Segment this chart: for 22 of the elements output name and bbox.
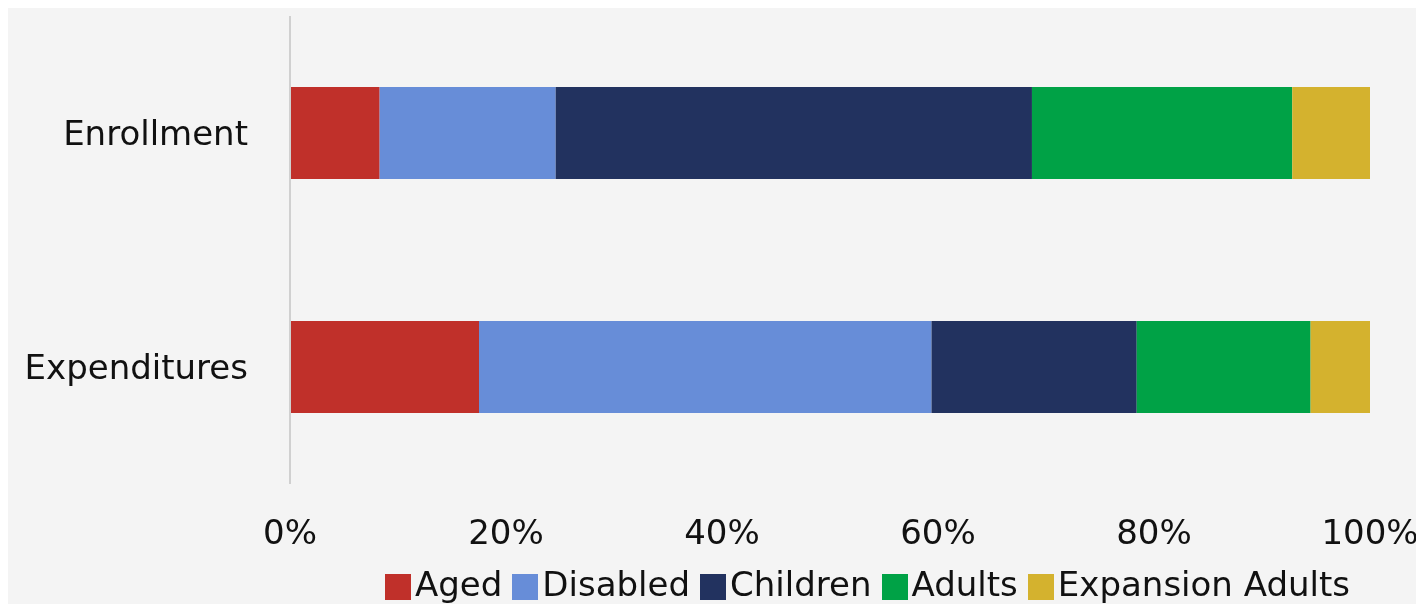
bar [290,87,380,179]
y-tick-label: Expenditures [24,347,248,388]
x-tick-label: 60% [900,512,976,553]
legend-label: Children [730,564,872,604]
x-tick-label: 0% [263,512,317,553]
bar [479,321,932,413]
bar [290,321,479,413]
bar [1310,321,1370,413]
bar [379,87,556,179]
legend-label: Expansion Adults [1057,564,1350,604]
legend-label: Adults [911,564,1018,604]
y-tick-label: Enrollment [63,113,248,154]
bar [931,321,1137,413]
x-tick-label: 40% [684,512,760,553]
bar [555,87,1032,179]
bar [1292,87,1370,179]
legend-label: Aged [415,564,503,604]
bar [1031,87,1293,179]
legend-label: Disabled [542,564,691,604]
x-tick-label: 80% [1116,512,1192,553]
bar [1136,321,1311,413]
x-tick-label: 20% [468,512,544,553]
